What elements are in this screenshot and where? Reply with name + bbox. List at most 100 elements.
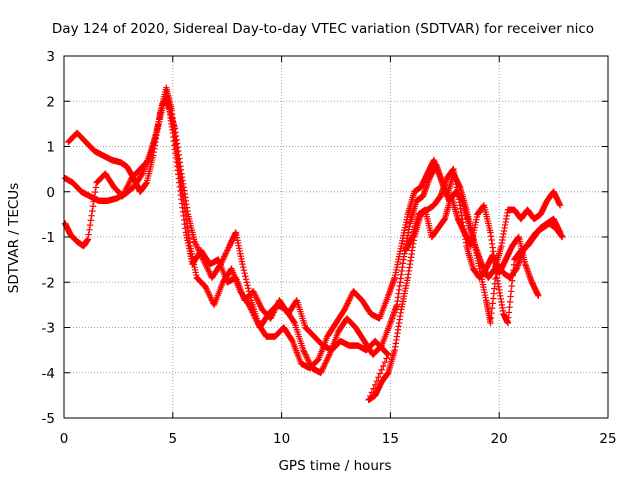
data-point bbox=[122, 187, 129, 194]
data-point bbox=[251, 313, 258, 321]
data-point bbox=[120, 191, 127, 198]
data-point bbox=[559, 233, 566, 241]
data-point bbox=[204, 288, 211, 295]
chart-title: Day 124 of 2020, Sidereal Day-to-day VTE… bbox=[52, 21, 594, 37]
data-point bbox=[323, 357, 330, 364]
data-point bbox=[252, 315, 259, 322]
data-point bbox=[191, 238, 198, 245]
data-point bbox=[272, 304, 279, 312]
data-point bbox=[304, 355, 311, 363]
data-point bbox=[223, 248, 230, 256]
data-point bbox=[204, 265, 211, 272]
data-point bbox=[385, 351, 392, 358]
data-point bbox=[256, 301, 264, 309]
data-point bbox=[257, 303, 264, 310]
data-point bbox=[290, 318, 298, 326]
data-point bbox=[252, 292, 259, 300]
data-point bbox=[205, 266, 212, 274]
data-point bbox=[250, 289, 258, 297]
data-point bbox=[318, 368, 325, 375]
data-point bbox=[251, 291, 258, 298]
data-point bbox=[253, 294, 260, 301]
data-point bbox=[205, 291, 213, 298]
data-point bbox=[144, 158, 151, 165]
data-point bbox=[325, 352, 332, 360]
data-point bbox=[342, 304, 349, 312]
data-point bbox=[119, 193, 126, 200]
data-point bbox=[123, 185, 130, 192]
data-point bbox=[255, 298, 262, 306]
data-point bbox=[126, 179, 133, 186]
y-tick-label: 1 bbox=[46, 140, 55, 156]
data-point bbox=[244, 282, 251, 289]
data-point bbox=[288, 336, 295, 344]
data-point bbox=[247, 306, 255, 313]
data-point bbox=[556, 229, 564, 236]
data-point bbox=[341, 306, 348, 313]
data-point bbox=[268, 312, 276, 319]
data-point bbox=[303, 354, 311, 361]
data-point bbox=[242, 276, 250, 283]
data-point bbox=[342, 303, 350, 310]
data-point bbox=[321, 360, 329, 367]
data-point bbox=[241, 270, 248, 277]
y-tick-label: 0 bbox=[46, 185, 55, 201]
data-point bbox=[346, 295, 353, 303]
data-point bbox=[302, 351, 309, 358]
data-point bbox=[375, 374, 382, 381]
data-point bbox=[205, 289, 212, 297]
data-point bbox=[138, 171, 145, 178]
data-point bbox=[224, 245, 232, 253]
x-tick-label: 15 bbox=[382, 431, 399, 447]
data-point bbox=[202, 285, 210, 292]
data-point bbox=[347, 294, 354, 301]
data-point bbox=[220, 254, 227, 262]
data-point bbox=[319, 365, 327, 372]
data-point bbox=[205, 268, 213, 275]
data-point bbox=[86, 221, 94, 229]
data-point bbox=[380, 362, 387, 370]
data-point bbox=[221, 253, 228, 260]
series-track-d bbox=[402, 193, 564, 327]
data-point bbox=[381, 358, 389, 366]
data-points bbox=[61, 84, 566, 404]
data-point bbox=[269, 310, 277, 318]
data-point bbox=[324, 354, 332, 361]
data-point bbox=[91, 193, 98, 201]
data-point bbox=[345, 298, 352, 306]
data-point bbox=[255, 300, 263, 307]
data-point bbox=[224, 247, 231, 254]
data-point bbox=[376, 370, 384, 377]
data-point bbox=[556, 202, 564, 209]
data-point bbox=[317, 369, 324, 376]
y-tick-label: -1 bbox=[42, 230, 55, 246]
data-point bbox=[206, 292, 213, 300]
data-point bbox=[345, 297, 353, 304]
y-tick-label: 3 bbox=[46, 49, 55, 65]
grid-lines bbox=[64, 56, 608, 418]
data-point bbox=[125, 181, 132, 188]
data-point bbox=[383, 355, 390, 362]
data-point bbox=[267, 315, 274, 322]
data-point bbox=[84, 236, 92, 243]
data-point bbox=[91, 188, 99, 196]
data-point bbox=[192, 241, 200, 248]
x-tick-label: 20 bbox=[491, 431, 508, 447]
data-point bbox=[240, 266, 248, 274]
data-point bbox=[253, 295, 261, 303]
data-point bbox=[246, 303, 253, 310]
data-point bbox=[87, 217, 95, 224]
data-point bbox=[322, 358, 330, 366]
data-point bbox=[319, 366, 326, 373]
data-point bbox=[254, 297, 261, 304]
data-point bbox=[300, 346, 307, 354]
data-point bbox=[348, 292, 355, 300]
data-point bbox=[313, 357, 321, 364]
data-point bbox=[207, 294, 214, 301]
data-point bbox=[239, 263, 247, 271]
data-point bbox=[245, 301, 253, 309]
data-point bbox=[292, 298, 300, 305]
x-tick-label: 25 bbox=[599, 431, 616, 447]
data-point bbox=[535, 292, 542, 300]
